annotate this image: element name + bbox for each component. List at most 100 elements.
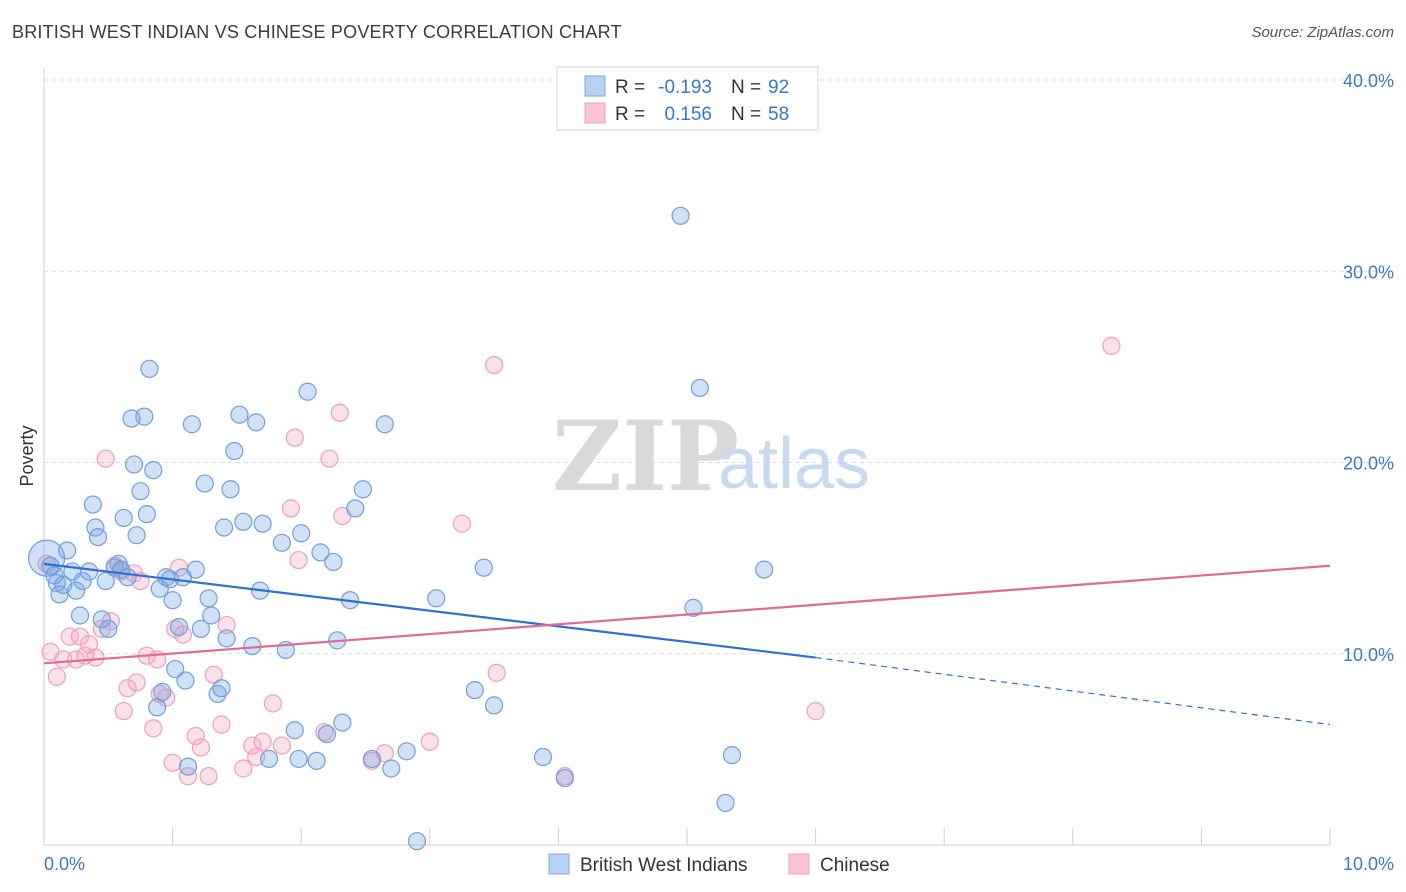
british-west-indian-point (259, 749, 279, 769)
british-west-indian-point (217, 629, 236, 648)
british-west-indian-point (83, 495, 102, 514)
chinese-point (144, 719, 163, 738)
british-west-indian-point (324, 552, 343, 572)
british-west-indian-point (221, 480, 240, 499)
british-west-indian-point (755, 560, 774, 579)
bottom-legend-label-pink: Chinese (820, 855, 890, 876)
british-west-indian-point (131, 482, 150, 501)
british-west-indian-point (333, 713, 352, 732)
british-west-indian-point (465, 680, 484, 700)
british-west-indian-point (375, 415, 394, 434)
british-west-indian-point (127, 526, 146, 545)
chinese-points (37, 336, 1121, 786)
chinese-trend-line (43, 564, 1331, 665)
chinese-point (217, 615, 236, 635)
chinese-point (234, 759, 253, 778)
british-west-indian-point (137, 505, 156, 524)
british-west-indian-point (234, 512, 253, 531)
british-west-indian-point (292, 524, 311, 543)
british-west-indian-point (169, 617, 189, 637)
chinese-point (127, 673, 146, 692)
british-west-indian-point (214, 518, 234, 537)
chinese-point (204, 665, 223, 684)
british-west-indian-trend-extension (815, 656, 1331, 726)
chinese-point (315, 723, 334, 742)
chinese-point (320, 449, 339, 468)
chinese-point (96, 449, 115, 468)
legend-r-label-blue: R = (615, 77, 645, 98)
gridlines (44, 79, 1392, 655)
x-tick-label-min: 0.0% (44, 854, 85, 874)
chinese-point (47, 667, 66, 686)
british-west-indian-point (176, 671, 195, 690)
british-west-indian-point (73, 571, 92, 591)
british-west-indian-point (70, 606, 90, 625)
british-west-indian-point (474, 558, 493, 577)
british-west-indian-point (144, 461, 163, 480)
british-west-indian-point (684, 598, 703, 617)
chinese-point (487, 663, 506, 682)
legend-n-value-blue: 92 (768, 77, 789, 98)
chinese-point (60, 627, 79, 646)
bottom-legend-label-blue: British West Indians (580, 855, 748, 876)
british-west-indian-point (555, 768, 574, 788)
british-west-indian-point (153, 682, 172, 702)
british-west-indian-point (407, 832, 427, 851)
chinese-point (54, 650, 73, 669)
british-west-indian-trend-line (43, 562, 816, 659)
british-west-indian-point (285, 721, 304, 740)
british-west-indian-point (353, 480, 373, 499)
british-west-indian-point (298, 382, 317, 401)
y-tick-label: 10.0% (1343, 645, 1394, 665)
legend-r-value-pink: 0.156 (664, 104, 712, 125)
british-west-indian-point (230, 405, 249, 424)
chinese-point (86, 648, 105, 667)
british-west-indian-point (427, 589, 446, 608)
y-tick-label: 40.0% (1343, 71, 1394, 91)
legend-n-value-pink: 58 (768, 104, 789, 125)
british-west-indian-point (47, 573, 66, 593)
british-west-indian-point (186, 560, 205, 579)
chinese-point (281, 499, 301, 518)
axes (43, 68, 1331, 846)
british-west-indian-point (247, 413, 266, 432)
chinese-point (199, 767, 218, 786)
british-west-indian-point (135, 407, 154, 426)
british-west-indian-points (27, 206, 774, 851)
british-west-indian-point (58, 541, 77, 560)
x-tick-label-max: 10.0% (1343, 854, 1394, 874)
british-west-indian-point (96, 571, 115, 591)
british-west-indian-point (114, 508, 133, 528)
y-axis-title: Poverty (17, 425, 37, 486)
british-west-indian-point (716, 793, 735, 813)
british-west-indian-point (118, 568, 137, 587)
chinese-point (114, 702, 133, 721)
chinese-point (420, 732, 439, 751)
british-west-indian-point (202, 606, 221, 625)
chinese-point (263, 694, 283, 713)
british-west-indian-point (191, 619, 210, 638)
british-west-indian-point (690, 378, 709, 398)
british-west-indian-point (148, 698, 167, 717)
legend-swatch-blue (584, 75, 606, 97)
british-west-indian-point (99, 619, 118, 638)
top-legend: R = -0.193 N = 92 R = 0.156 N = 58 (556, 66, 819, 131)
legend-swatch-pink (584, 102, 606, 124)
watermark-atlas: atlas (718, 424, 870, 504)
british-west-indian-point (124, 455, 144, 474)
legend-n-label-pink: N = (731, 104, 761, 125)
british-west-indian-point (317, 724, 337, 744)
chinese-point (806, 702, 825, 721)
chinese-point (118, 679, 137, 698)
chinese-point (243, 736, 262, 755)
british-west-indian-point (166, 659, 185, 679)
british-west-indian-point (88, 527, 108, 547)
british-west-indian-point (199, 589, 218, 608)
british-west-indian-point (272, 533, 292, 552)
bottom-legend-swatch-pink (788, 853, 810, 875)
chart-title: BRITISH WEST INDIAN VS CHINESE POVERTY C… (12, 22, 622, 42)
source-label: Source: ZipAtlas.com (1251, 24, 1394, 41)
chinese-point (186, 726, 205, 746)
chinese-point (289, 550, 308, 570)
